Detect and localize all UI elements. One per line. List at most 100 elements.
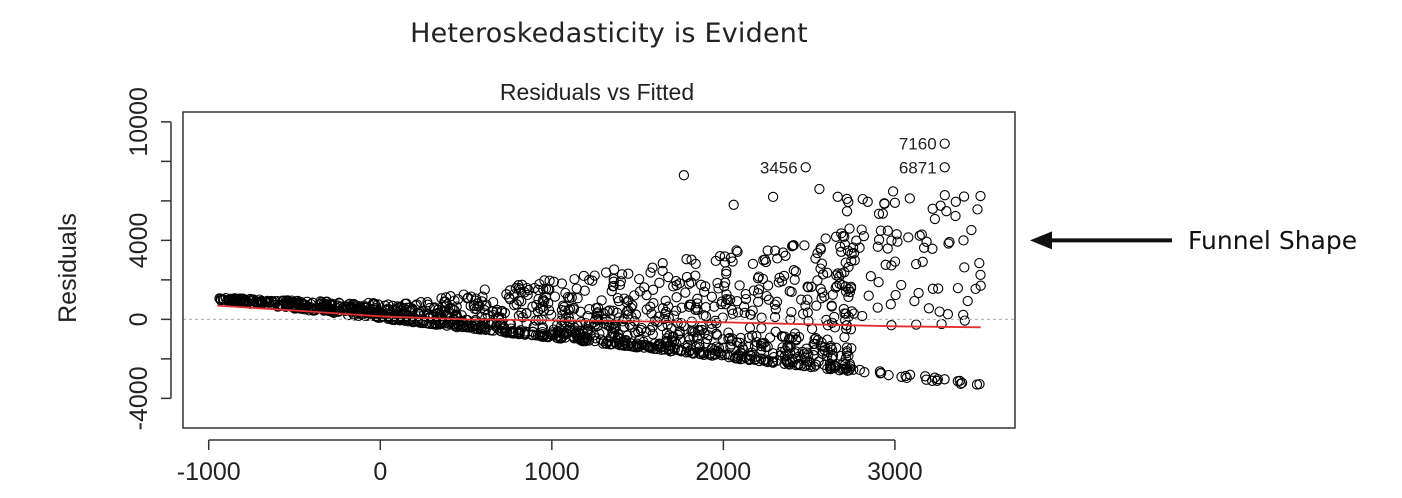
scatter-point bbox=[735, 332, 746, 344]
scatter-point bbox=[607, 327, 618, 338]
scatter-point bbox=[891, 229, 902, 240]
scatter-point bbox=[863, 290, 874, 301]
scatter-point bbox=[806, 281, 817, 292]
scatter-point bbox=[643, 341, 655, 353]
scatter-point bbox=[392, 303, 403, 315]
scatter-point bbox=[578, 270, 590, 282]
scatter-point bbox=[843, 350, 854, 361]
scatter-point bbox=[527, 330, 538, 341]
scatter-point bbox=[277, 295, 288, 306]
labeled-point bbox=[800, 162, 811, 173]
scatter-point bbox=[830, 231, 842, 242]
scatter-point bbox=[604, 305, 615, 316]
scatter-point bbox=[846, 255, 857, 267]
scatter-point bbox=[931, 375, 943, 386]
scatter-point bbox=[580, 317, 591, 329]
scatter-point bbox=[873, 276, 884, 288]
scatter-point bbox=[672, 317, 683, 329]
scatter-point bbox=[886, 320, 897, 331]
scatter-point bbox=[839, 331, 850, 343]
scatter-point bbox=[754, 355, 765, 367]
scatter-point bbox=[534, 330, 545, 341]
scatter-point bbox=[773, 277, 784, 288]
scatter-point bbox=[831, 270, 842, 281]
scatter-point bbox=[927, 243, 938, 254]
scatter-point bbox=[687, 347, 699, 359]
scatter-point bbox=[739, 307, 750, 319]
scatter-point bbox=[840, 352, 852, 364]
scatter-point bbox=[645, 267, 656, 278]
scatter-point bbox=[555, 332, 566, 343]
scatter-point bbox=[281, 295, 292, 306]
scatter-point bbox=[690, 302, 702, 313]
scatter-point bbox=[343, 299, 354, 310]
scatter-point bbox=[688, 331, 699, 342]
scatter-point bbox=[626, 322, 637, 333]
scatter-point bbox=[641, 289, 652, 301]
scatter-point bbox=[683, 332, 694, 343]
scatter-point bbox=[777, 247, 789, 258]
scatter-point bbox=[609, 332, 620, 343]
scatter-point bbox=[747, 258, 759, 270]
scatter-point bbox=[725, 341, 736, 352]
scatter-point bbox=[641, 326, 652, 337]
scatter-point bbox=[886, 260, 897, 271]
scatter-point bbox=[838, 303, 849, 315]
scatter-point bbox=[561, 328, 573, 340]
scatter-point bbox=[680, 287, 691, 298]
scatter-points bbox=[214, 138, 986, 390]
scatter-point bbox=[744, 322, 756, 333]
scatter-point bbox=[531, 299, 542, 311]
scatter-point bbox=[571, 329, 582, 341]
scatter-point bbox=[746, 347, 757, 358]
scatter-point bbox=[824, 358, 836, 369]
labeled-point bbox=[939, 138, 950, 149]
scatter-point bbox=[767, 191, 779, 203]
scatter-point bbox=[904, 369, 916, 380]
scatter-point bbox=[692, 298, 703, 309]
scatter-point bbox=[626, 341, 637, 352]
scatter-point bbox=[619, 321, 630, 332]
scatter-point bbox=[734, 280, 745, 291]
scatter-point bbox=[826, 344, 838, 355]
scatter-point bbox=[843, 365, 855, 376]
scatter-point bbox=[826, 363, 837, 374]
scatter-point bbox=[882, 243, 893, 254]
scatter-point bbox=[657, 265, 668, 277]
scatter-point bbox=[307, 297, 319, 309]
scatter-point bbox=[809, 361, 820, 372]
scatter-point bbox=[735, 347, 746, 358]
scatter-point bbox=[394, 315, 406, 326]
scatter-point bbox=[660, 308, 671, 320]
scatter-point bbox=[769, 299, 781, 310]
scatter-point bbox=[634, 334, 645, 346]
x-axis: -1000 0 1000 2000 3000 bbox=[177, 439, 923, 486]
scatter-point bbox=[841, 193, 853, 205]
scatter-point bbox=[962, 295, 973, 307]
scatter-point bbox=[731, 245, 742, 256]
scatter-point bbox=[723, 327, 734, 338]
scatter-point bbox=[728, 199, 739, 210]
scatter-point bbox=[835, 350, 846, 362]
scatter-point bbox=[830, 282, 841, 293]
scatter-point bbox=[570, 328, 581, 339]
scatter-point bbox=[645, 301, 656, 312]
scatter-point bbox=[862, 196, 873, 207]
scatter-point bbox=[579, 285, 590, 296]
scatter-point bbox=[584, 274, 595, 286]
scatter-point bbox=[774, 272, 785, 283]
scatter-point bbox=[811, 300, 822, 311]
scatter-point bbox=[920, 371, 931, 382]
scatter-point bbox=[719, 281, 730, 292]
scatter-point bbox=[933, 283, 944, 294]
scatter-point bbox=[839, 231, 850, 242]
scatter-point bbox=[836, 364, 848, 375]
scatter-point bbox=[543, 297, 554, 309]
scatter-point bbox=[657, 303, 669, 314]
scatter-point bbox=[849, 255, 860, 266]
scatter-point bbox=[359, 302, 371, 314]
scatter-point bbox=[564, 303, 576, 314]
scatter-point bbox=[757, 273, 769, 285]
scatter-point bbox=[758, 355, 769, 366]
scatter-point bbox=[401, 298, 412, 309]
